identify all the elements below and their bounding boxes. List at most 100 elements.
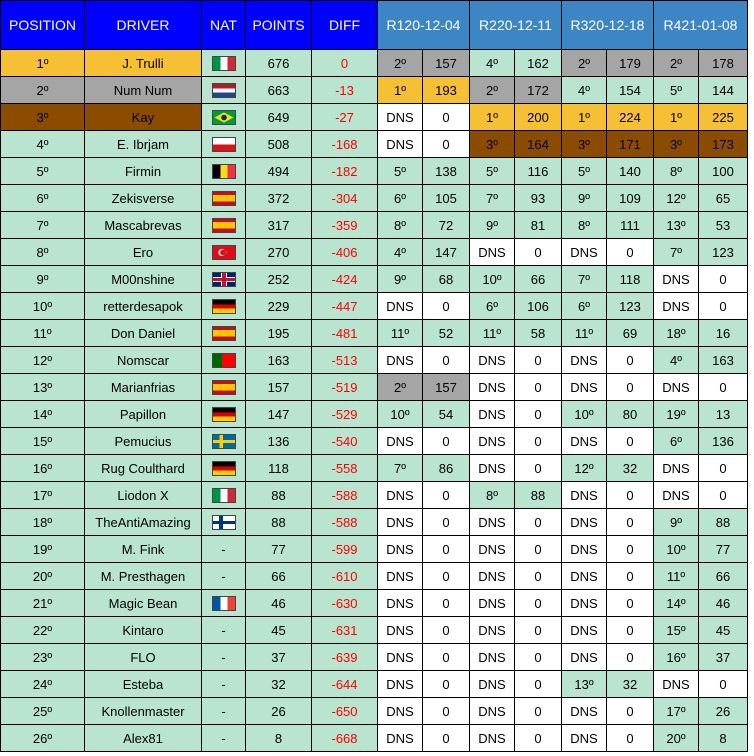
race-position-cell: DNS [377, 643, 423, 671]
table-row: 19º M. Fink -77 -599 DNS 0 DNS 0 DNS 0 10º 77 [0, 535, 748, 563]
race-points-cell: 0 [606, 724, 654, 752]
race-position-cell: 9º [653, 508, 699, 536]
driver-cell: Alex81 [84, 724, 202, 752]
nat-cell [201, 292, 246, 320]
race-points-cell: 80 [606, 400, 654, 428]
driver-cell: Firmin [84, 157, 202, 185]
nat-cell [201, 76, 246, 104]
portugal-flag-icon [211, 353, 236, 369]
race-position-cell: 6º [653, 427, 699, 455]
race-points-cell: 154 [606, 76, 654, 104]
nat-cell [201, 238, 246, 266]
header-points[interactable]: POINTS [245, 0, 312, 50]
race-position-cell: 8º [377, 211, 423, 239]
table-row: 26º Alex81-8 -668 DNS 0 DNS 0 DNS 0 20º 8 [0, 724, 748, 752]
race-position-cell: 18º [653, 319, 699, 347]
table-row: 8º Ero 270 -406 4º 147 DNS 0 DNS 0 7º 123 [0, 238, 748, 266]
diff-cell: -447 [311, 292, 378, 320]
race-position-cell: DNS [653, 292, 699, 320]
diff-cell: -359 [311, 211, 378, 239]
header-position[interactable]: POSITION [0, 0, 85, 50]
race-points-cell: 123 [698, 238, 748, 266]
nat-none: - [221, 649, 226, 665]
header-race-1[interactable]: R120-12-04 [377, 0, 470, 50]
race-points-cell: 106 [514, 292, 562, 320]
race-position-cell: 2º [377, 373, 423, 401]
race-points-cell: 0 [606, 697, 654, 725]
race-points-cell: 0 [606, 481, 654, 509]
race-points-cell: 0 [422, 589, 470, 617]
header-race-2[interactable]: R220-12-11 [469, 0, 562, 50]
race-position-cell: 20º [653, 724, 699, 752]
race-points-cell: 0 [606, 508, 654, 536]
nat-cell [201, 49, 246, 77]
header-race-3[interactable]: R320-12-18 [561, 0, 654, 50]
belgium-flag-icon [211, 164, 236, 180]
diff-cell: -650 [311, 697, 378, 725]
driver-cell: Ero [84, 238, 202, 266]
race-position-cell: DNS [469, 373, 515, 401]
race-position-cell: 17º [653, 697, 699, 725]
race-points-cell: 0 [514, 670, 562, 698]
driver-cell: FLO [84, 643, 202, 671]
points-cell: 270 [245, 238, 312, 266]
race-position-cell: 1º [561, 103, 607, 131]
header-driver[interactable]: DRIVER [84, 0, 202, 50]
points-cell: 508 [245, 130, 312, 158]
points-cell: 195 [245, 319, 312, 347]
race-position-cell: DNS [561, 589, 607, 617]
table-row: 23º FLO -37 -639 DNS 0 DNS 0 DNS 0 16º 37 [0, 643, 748, 671]
race-points-cell: 0 [514, 454, 562, 482]
nat-none: - [221, 568, 226, 584]
driver-cell: Magic Bean [84, 589, 202, 617]
race-position-cell: 13º [561, 670, 607, 698]
header-nat[interactable]: NAT [201, 0, 246, 50]
nat-none: - [221, 676, 226, 692]
points-cell: 494 [245, 157, 312, 185]
driver-cell: M00nshine [84, 265, 202, 293]
points-cell: 136 [245, 427, 312, 455]
race-points-cell: 0 [606, 427, 654, 455]
spain-flag-icon [211, 380, 236, 396]
race-position-cell: 5º [377, 157, 423, 185]
race-position-cell: 10º [377, 400, 423, 428]
race-points-cell: 0 [514, 562, 562, 590]
race-points-cell: 0 [698, 670, 748, 698]
race-position-cell: DNS [561, 562, 607, 590]
race-points-cell: 32 [606, 454, 654, 482]
position-cell: 6º [0, 184, 85, 212]
nat-cell [201, 157, 246, 185]
table-row: 10º retterdesapok 229 -447 DNS 0 6º 106 6º 123 DNS… [0, 292, 748, 320]
race-position-cell: 10º [469, 265, 515, 293]
points-cell: 147 [245, 400, 312, 428]
driver-cell: Mascabrevas [84, 211, 202, 239]
race-points-cell: 225 [698, 103, 748, 131]
header-race-4[interactable]: R421-01-08 [653, 0, 748, 50]
race-points-cell: 66 [514, 265, 562, 293]
race-points-cell: 0 [422, 535, 470, 563]
position-cell: 20º [0, 562, 85, 590]
race-position-cell: 10º [653, 535, 699, 563]
driver-cell: Kintaro [84, 616, 202, 644]
spain-flag-icon [211, 191, 236, 207]
race-position-cell: 8º [469, 481, 515, 509]
driver-cell: retterdesapok [84, 292, 202, 320]
race-points-cell: 0 [422, 616, 470, 644]
race-points-cell: 72 [422, 211, 470, 239]
race-position-cell: DNS [377, 697, 423, 725]
diff-cell: -599 [311, 535, 378, 563]
race-position-cell: 14º [653, 589, 699, 617]
race-position-cell: DNS [469, 616, 515, 644]
nat-none: - [221, 703, 226, 719]
race-points-cell: 147 [422, 238, 470, 266]
driver-cell: Zekisverse [84, 184, 202, 212]
nat-cell: - [201, 562, 246, 590]
table-row: 7º Mascabrevas 317 -359 8º 72 9º 81 8º 111 13º 53 [0, 211, 748, 239]
table-row: 16º Rug Coulthard 118 -558 7º 86 DNS 0 12º 32 DNS 0 [0, 454, 748, 482]
germany-flag-icon [211, 461, 236, 477]
position-cell: 24º [0, 670, 85, 698]
race-position-cell: DNS [469, 400, 515, 428]
race-position-cell: DNS [469, 535, 515, 563]
race-position-cell: DNS [561, 724, 607, 752]
header-diff[interactable]: DIFF [311, 0, 378, 50]
